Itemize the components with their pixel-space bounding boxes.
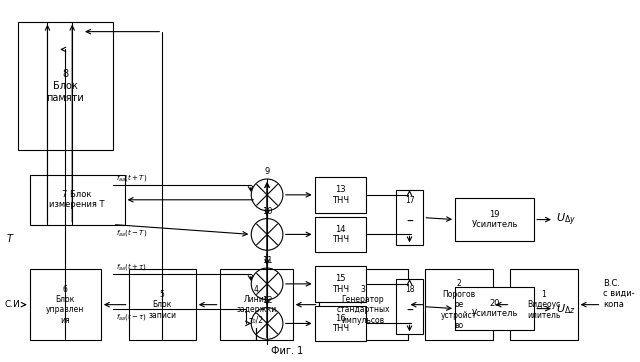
Bar: [396, 279, 424, 334]
Bar: [220, 269, 292, 340]
Text: 17: 17: [404, 196, 414, 205]
Bar: [455, 287, 534, 331]
Text: 20
Усилитель: 20 Усилитель: [472, 299, 518, 318]
Bar: [511, 269, 578, 340]
Text: $f_{aa}(t-\tau)$: $f_{aa}(t-\tau)$: [116, 311, 147, 321]
Text: С.И.: С.И.: [5, 300, 24, 309]
Bar: [129, 269, 196, 340]
Bar: [18, 22, 113, 150]
Text: 10: 10: [262, 207, 273, 216]
Bar: [396, 190, 424, 245]
Text: 18: 18: [404, 285, 414, 294]
Text: 8
Блок
памяти: 8 Блок памяти: [47, 70, 84, 103]
Text: $U_{\Delta y}$: $U_{\Delta y}$: [556, 211, 576, 228]
Text: 2
Порогов
ое
устройст
во: 2 Порогов ое устройст во: [441, 279, 477, 330]
Text: 12: 12: [262, 296, 273, 305]
Text: 16
ΤНЧ: 16 ΤНЧ: [332, 314, 349, 333]
Text: 7 Блок
измерения T: 7 Блок измерения T: [49, 190, 105, 210]
Text: –: –: [406, 304, 413, 317]
Text: 4
Линия
задержки
τ₀/2: 4 Линия задержки τ₀/2: [236, 285, 276, 325]
Bar: [314, 266, 366, 302]
Text: $f_{aa}(t+T)$: $f_{aa}(t+T)$: [116, 172, 147, 183]
Text: 9: 9: [264, 167, 269, 176]
Text: 15
ΤНЧ: 15 ΤНЧ: [332, 274, 349, 294]
Text: 1
Видеоус
илитель: 1 Видеоус илитель: [527, 290, 561, 320]
Bar: [319, 269, 408, 340]
Text: $f_{aa}(t-T)$: $f_{aa}(t-T)$: [116, 227, 147, 237]
Bar: [314, 177, 366, 212]
Text: Фиг. 1: Фиг. 1: [271, 346, 303, 356]
Text: 6
Блок
управлен
ия: 6 Блок управлен ия: [46, 285, 84, 325]
Text: 14
ΤНЧ: 14 ΤНЧ: [332, 225, 349, 244]
Text: В.С.
с види-
копа: В.С. с види- копа: [604, 279, 635, 309]
Text: $f_{aa}(t+\tau)$: $f_{aa}(t+\tau)$: [116, 261, 147, 272]
Bar: [29, 269, 101, 340]
Bar: [426, 269, 493, 340]
Bar: [314, 306, 366, 341]
Text: T: T: [7, 234, 13, 244]
Text: $U_{\Delta z}$: $U_{\Delta z}$: [556, 302, 575, 316]
Text: 11: 11: [262, 256, 273, 265]
Text: 13
ΤНЧ: 13 ΤНЧ: [332, 185, 349, 205]
Text: 5
Блок
записи: 5 Блок записи: [148, 290, 176, 320]
Bar: [29, 175, 125, 224]
Bar: [314, 216, 366, 252]
Text: –: –: [406, 215, 413, 228]
Bar: [455, 198, 534, 241]
Text: 19
Усилитель: 19 Усилитель: [472, 210, 518, 229]
Text: 3
Генератор
стандартных
импульсов: 3 Генератор стандартных импульсов: [336, 285, 390, 325]
